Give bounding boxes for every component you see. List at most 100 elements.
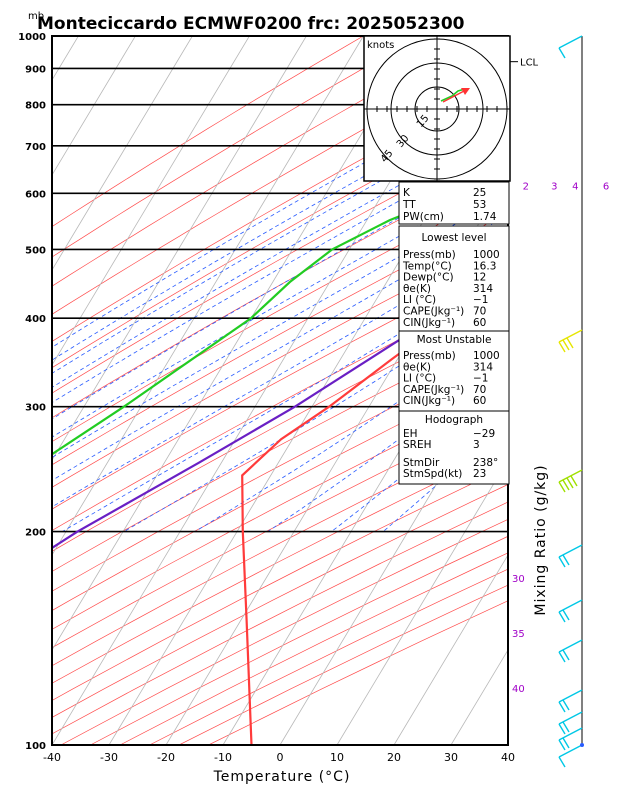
wind-barb-flag [558, 556, 566, 568]
dry-adiabat [52, 501, 508, 735]
wind-barb-flag [562, 339, 570, 351]
theta-label: 35 [512, 629, 525, 640]
isotherm [0, 36, 21, 745]
mu-cape-label: CAPE(Jkg⁻¹) [403, 384, 464, 396]
lcl-label: LCL [520, 58, 539, 69]
wind-barb-flag [558, 701, 566, 713]
dry-adiabat [52, 327, 508, 572]
precipitable-water-label: PW(cm) [403, 211, 444, 223]
precipitable-water-value: 1.74 [473, 211, 497, 223]
dry-adiabat [52, 260, 508, 510]
indices-table: K 25 TT 53 PW(cm) 1.74 Lowest level Press(mb) 10… [398, 181, 510, 485]
table-box [398, 410, 510, 485]
lowest-li-label: LI (°C) [403, 294, 436, 306]
surface-wind-dot [580, 743, 584, 747]
lowest-dewp-label: Dewp(°C) [403, 272, 454, 284]
lowest-temp-value: 16.3 [473, 260, 496, 272]
temperature-tick-label: -10 [214, 751, 232, 764]
profile-line-2 [52, 261, 508, 550]
storm-speed-value: 23 [473, 468, 486, 480]
dry-adiabat [52, 389, 508, 630]
wind-barb [558, 329, 583, 343]
pressure-tick-label: 800 [25, 101, 46, 112]
pressure-tick-label: 500 [25, 245, 46, 256]
wind-barb [558, 544, 583, 558]
wind-barb [558, 727, 583, 741]
dry-adiabat [52, 161, 508, 419]
pressure-unit-label: mb [28, 11, 44, 22]
dry-adiabat [52, 484, 508, 718]
mu-theta_e-label: θe(K) [403, 361, 431, 373]
moist-adiabat [52, 123, 508, 388]
moist-adiabat [52, 213, 508, 481]
k-index-label: K [403, 187, 411, 199]
table-box [398, 181, 510, 225]
isotherm [52, 36, 421, 651]
storm-motion-arrow [442, 89, 467, 103]
isotherm [52, 36, 136, 176]
mu-cin-label: CIN(Jkg⁻¹) [403, 395, 455, 407]
isotherm [336, 459, 508, 745]
profile-line-0 [241, 273, 508, 745]
lowest-theta_e-label: θe(K) [403, 283, 431, 295]
wind-barb-flag [566, 477, 574, 489]
dry-adiabat [52, 349, 508, 592]
lowest-dewp-value: 12 [473, 272, 486, 284]
dry-adiabat [52, 283, 508, 531]
moist-adiabat [52, 173, 508, 438]
total-totals-value: 53 [473, 199, 486, 211]
isotherm [393, 554, 508, 745]
isotherm [52, 36, 250, 366]
dry-adiabat [52, 36, 364, 228]
eh-label: EH [403, 428, 418, 440]
wind-barbs [558, 35, 584, 768]
temperature-tick-label: 10 [330, 751, 344, 764]
lowest-cin-value: 60 [473, 317, 486, 329]
mixing-ratio-line [554, 36, 618, 193]
wind-barb-flag [562, 554, 570, 566]
wind-barb-flag [562, 699, 570, 711]
wind-barb-flag [558, 723, 566, 735]
mu-press-value: 1000 [473, 350, 500, 362]
hodograph-units: knots [367, 40, 394, 51]
lowest-level-title: Lowest level [421, 232, 486, 244]
mixing-ratio-label: 3 [551, 181, 557, 192]
mixing-ratio-line [526, 36, 618, 193]
mixing-ratio-axis-label: Mixing Ratio (g/kg) [533, 464, 549, 615]
storm-direction-value: 238° [473, 457, 498, 469]
lowest-temp-label: Temp(°C) [402, 260, 452, 272]
wind-barb-flag [566, 337, 574, 349]
wind-barb-flag [558, 481, 566, 493]
chart-title: Monteciccardo ECMWF0200 frc: 2025052300 [37, 14, 465, 34]
pressure-tick-label: 700 [25, 142, 46, 153]
eh-value: −29 [473, 428, 495, 440]
dry-adiabat [52, 447, 508, 684]
storm-motion-arrowhead [461, 88, 470, 95]
wind-barb-flag [558, 739, 566, 751]
moist-adiabat [52, 237, 508, 508]
wind-barb-flag [562, 721, 570, 733]
wind-barb [558, 599, 583, 613]
lowest-theta_e-value: 314 [473, 283, 493, 295]
wind-barb-flag [558, 651, 566, 663]
k-index-value: 25 [473, 187, 486, 199]
wind-barb-flag [570, 475, 578, 487]
isotherm [52, 36, 307, 461]
temperature-tick-label: -20 [157, 751, 175, 764]
wind-barb-flag [558, 47, 566, 59]
pressure-tick-label: 400 [25, 314, 46, 325]
table-box [398, 225, 510, 332]
dry-adiabat [52, 369, 508, 611]
dry-adiabat [52, 36, 421, 258]
mu-theta_e-value: 314 [473, 361, 493, 373]
wind-barb [558, 689, 583, 703]
dry-adiabat [52, 409, 508, 649]
isotherm [165, 174, 508, 745]
wind-barb-flag [562, 479, 570, 491]
lowest-press-label: Press(mb) [403, 249, 456, 261]
moist-adiabat [52, 138, 508, 403]
temperature-tick-label: -40 [43, 751, 61, 764]
hodograph-title: Hodograph [425, 414, 483, 426]
lowest-cape-value: 70 [473, 306, 486, 318]
